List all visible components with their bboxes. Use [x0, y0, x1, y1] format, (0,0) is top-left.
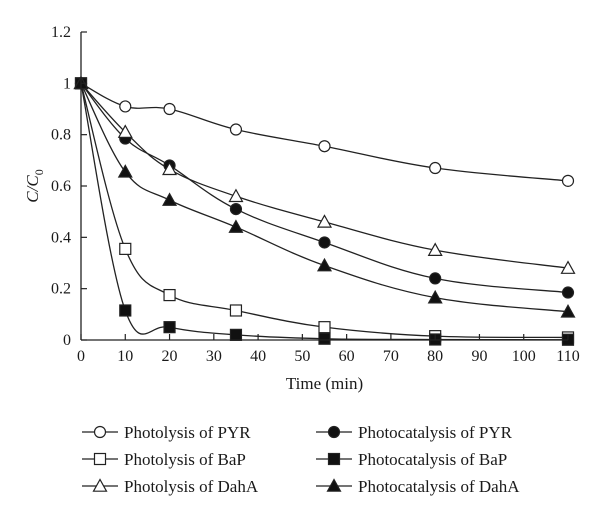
data-point	[318, 140, 331, 153]
y-tick-label: 0.8	[51, 127, 71, 144]
series-line	[80, 82, 569, 182]
legend-item: Photolysis of BaP	[82, 450, 246, 469]
data-point	[119, 242, 132, 255]
series-line	[80, 83, 569, 339]
y-tick-label: 1	[63, 75, 71, 92]
legend-label: Photocatalysis of DahA	[358, 477, 520, 496]
legend-label: Photocatalysis of PYR	[358, 423, 513, 442]
y-tick-label: 0.4	[51, 229, 71, 246]
series-3-markers	[74, 77, 575, 344]
y-axis-title-subscript: 0	[32, 169, 46, 175]
legend-item: Photocatalysis of BaP	[316, 450, 507, 469]
plot-area	[73, 75, 576, 346]
legend-marker	[93, 425, 107, 439]
series-line	[80, 83, 569, 341]
data-point	[429, 272, 442, 285]
y-tick-label: 0.6	[51, 178, 71, 195]
data-point	[117, 164, 133, 178]
series-1-markers	[74, 77, 575, 187]
data-point	[119, 100, 132, 113]
legend: Photolysis of PYR Photolysis of BaP Photol…	[82, 423, 520, 496]
data-point	[316, 257, 333, 272]
x-tick-label: 110	[556, 348, 579, 365]
x-axis-title: Time (min)	[286, 374, 363, 393]
x-tick-label: 10	[117, 348, 133, 365]
data-point	[162, 192, 178, 206]
data-point	[561, 286, 575, 299]
data-point	[229, 123, 243, 136]
y-tick-label: 1.2	[51, 24, 71, 41]
legend-label: Photocatalysis of BaP	[358, 450, 507, 469]
x-tick-label: 0	[77, 348, 85, 365]
data-point	[229, 328, 243, 341]
data-point	[229, 304, 243, 317]
legend-marker	[326, 478, 342, 492]
x-tick-label: 100	[512, 348, 536, 365]
data-point	[318, 236, 331, 249]
x-tick-label: 80	[427, 348, 443, 365]
legend-label: Photolysis of PYR	[124, 423, 251, 442]
data-point	[318, 321, 331, 334]
legend-marker	[327, 452, 341, 466]
legend-label: Photolysis of BaP	[124, 450, 246, 469]
x-tick-label: 60	[339, 348, 355, 365]
data-point	[427, 289, 443, 304]
axes: 0 0.2 0.4 0.6 0.8 1 1.2 0 10 20 30 40 50 60 70 80 90 100 1…	[51, 24, 580, 365]
data-point	[427, 242, 443, 256]
data-point	[429, 161, 442, 175]
data-point	[318, 332, 331, 345]
series-6	[80, 83, 569, 313]
y-tick-label: 0.2	[51, 281, 71, 298]
legend-label: Photolysis of DahA	[124, 477, 259, 496]
y-axis-title: C/C0	[23, 169, 46, 202]
data-point	[228, 188, 244, 203]
x-tick-label: 40	[250, 348, 266, 365]
legend-marker	[327, 425, 341, 439]
legend-item: Photolysis of DahA	[82, 477, 259, 496]
legend-marker	[93, 452, 107, 466]
data-point	[119, 304, 132, 317]
legend-item: Photolysis of PYR	[82, 423, 251, 442]
data-point	[561, 174, 575, 187]
series-4	[80, 83, 569, 341]
data-point	[117, 124, 133, 138]
data-point	[163, 288, 176, 302]
x-tick-label: 50	[294, 348, 310, 365]
legend-item: Photocatalysis of PYR	[316, 423, 513, 442]
x-tick-label: 70	[383, 348, 399, 365]
data-point	[229, 203, 243, 216]
legend-item: Photocatalysis of DahA	[316, 477, 520, 496]
y-tick-label: 0	[63, 332, 71, 349]
data-point	[560, 304, 576, 318]
x-tick-label: 90	[471, 348, 487, 365]
series-line	[80, 83, 569, 313]
series-6-markers	[73, 75, 576, 318]
data-point	[316, 214, 333, 228]
x-tick-label: 30	[206, 348, 222, 365]
data-point	[162, 161, 178, 176]
data-point	[163, 321, 176, 334]
data-point	[560, 260, 576, 274]
x-tick-label: 20	[162, 348, 178, 365]
series-1	[80, 82, 569, 182]
data-point	[163, 102, 176, 116]
series-3	[80, 83, 569, 339]
y-axis-title-main: C/C	[23, 175, 42, 203]
data-point	[228, 219, 244, 233]
series-4-markers	[74, 77, 575, 346]
legend-marker	[92, 478, 108, 492]
